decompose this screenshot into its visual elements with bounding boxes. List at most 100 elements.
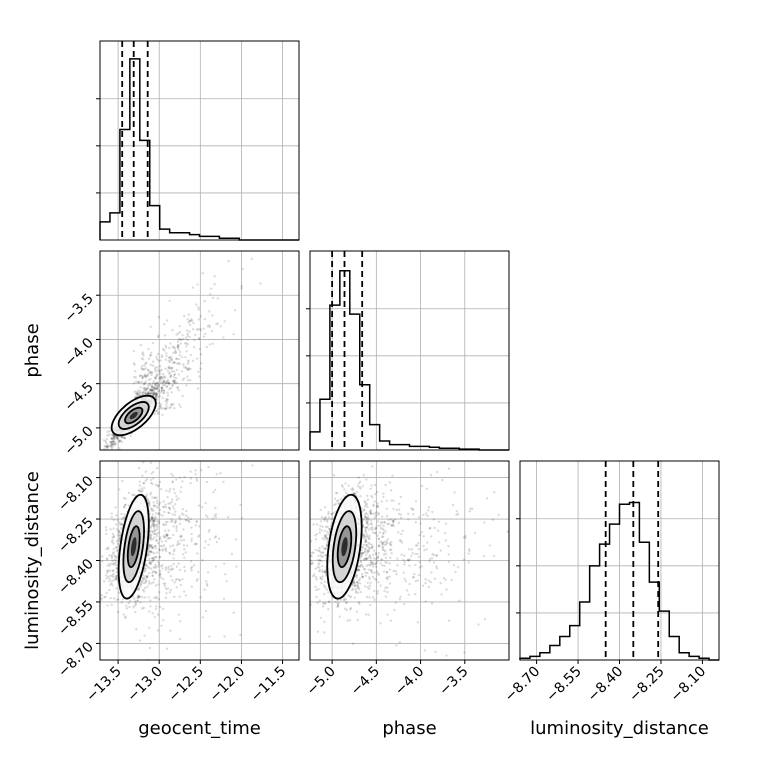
panel-frame xyxy=(309,460,510,661)
sample-point xyxy=(350,488,353,491)
sample-point xyxy=(106,445,109,448)
sample-point xyxy=(361,485,365,488)
sample-point xyxy=(413,572,416,576)
sample-point xyxy=(403,577,406,581)
sample-point xyxy=(137,389,140,392)
sample-point xyxy=(149,481,153,485)
sample-point xyxy=(166,533,169,537)
sample-point xyxy=(372,504,375,508)
sample-point xyxy=(199,353,203,356)
sample-point xyxy=(373,589,376,593)
sample-point xyxy=(361,546,365,549)
sample-point xyxy=(482,555,486,558)
sample-point xyxy=(145,576,149,579)
sample-point xyxy=(384,483,387,487)
sample-point xyxy=(196,387,200,390)
sample-point xyxy=(327,607,330,611)
sample-point xyxy=(369,557,372,560)
sample-point xyxy=(159,572,162,576)
sample-point xyxy=(145,493,149,496)
sample-point xyxy=(343,488,346,491)
sample-point xyxy=(411,508,414,511)
sample-point xyxy=(376,520,380,523)
sample-point xyxy=(223,635,226,638)
sample-point xyxy=(312,551,315,554)
sample-point xyxy=(165,591,168,595)
sample-point xyxy=(151,557,154,561)
sample-point xyxy=(148,382,151,385)
sample-point xyxy=(175,357,178,361)
sample-point xyxy=(110,442,114,445)
sample-point xyxy=(195,579,199,582)
sample-point xyxy=(366,520,370,523)
sample-point xyxy=(428,560,431,563)
sample-point xyxy=(323,519,326,522)
sample-point xyxy=(112,439,116,443)
sample-point xyxy=(357,568,361,571)
sample-point xyxy=(173,361,176,364)
sample-point xyxy=(152,501,155,504)
sample-point xyxy=(324,547,327,550)
sample-point xyxy=(122,613,126,616)
sample-point xyxy=(148,502,151,505)
sample-point xyxy=(491,518,495,521)
sample-point xyxy=(159,565,163,568)
sample-point xyxy=(169,405,172,408)
sample-point xyxy=(141,391,144,395)
sample-point xyxy=(456,565,460,569)
sample-point xyxy=(371,575,375,579)
sample-point xyxy=(190,318,193,321)
sample-point xyxy=(416,621,420,624)
sample-point xyxy=(176,543,179,547)
sample-point xyxy=(142,577,145,580)
sample-point xyxy=(205,514,208,517)
sample-point xyxy=(199,329,202,332)
sample-point xyxy=(161,372,165,376)
sample-point xyxy=(103,444,107,448)
sample-point xyxy=(155,538,159,542)
sample-point xyxy=(161,396,164,400)
sample-point xyxy=(411,576,415,579)
sample-point xyxy=(158,404,162,408)
sample-point xyxy=(176,343,180,347)
sample-point xyxy=(148,626,151,629)
sample-point xyxy=(106,569,110,572)
sample-point xyxy=(184,366,188,370)
sample-point xyxy=(140,579,144,583)
sample-point xyxy=(345,601,348,605)
sample-point xyxy=(196,283,199,286)
sample-point xyxy=(377,544,381,547)
sample-point xyxy=(147,551,150,554)
sample-point xyxy=(172,562,175,566)
sample-point xyxy=(323,620,326,624)
sample-point xyxy=(324,536,328,539)
sample-point xyxy=(350,584,354,587)
sample-point xyxy=(328,528,332,531)
sample-point xyxy=(381,543,384,546)
sample-point xyxy=(168,382,171,386)
sample-point xyxy=(408,582,411,586)
sample-point xyxy=(115,577,119,580)
sample-point xyxy=(390,551,393,555)
sample-point xyxy=(153,522,156,526)
sample-point xyxy=(168,346,171,350)
sample-point xyxy=(153,577,156,581)
sample-point xyxy=(402,571,405,575)
sample-point xyxy=(324,535,327,538)
sample-point xyxy=(416,579,420,582)
sample-point xyxy=(368,587,371,590)
sample-point xyxy=(175,362,179,365)
sample-point xyxy=(197,570,200,574)
sample-point xyxy=(176,540,180,543)
sample-point xyxy=(447,467,451,470)
sample-point xyxy=(176,345,179,348)
sample-point xyxy=(318,531,321,534)
sample-point xyxy=(156,484,160,488)
sample-point xyxy=(146,392,150,396)
sample-point xyxy=(100,598,103,601)
sample-point xyxy=(168,506,171,510)
sample-point xyxy=(198,375,201,378)
sample-point xyxy=(153,496,157,500)
sample-point xyxy=(437,520,441,524)
sample-point xyxy=(319,553,322,557)
